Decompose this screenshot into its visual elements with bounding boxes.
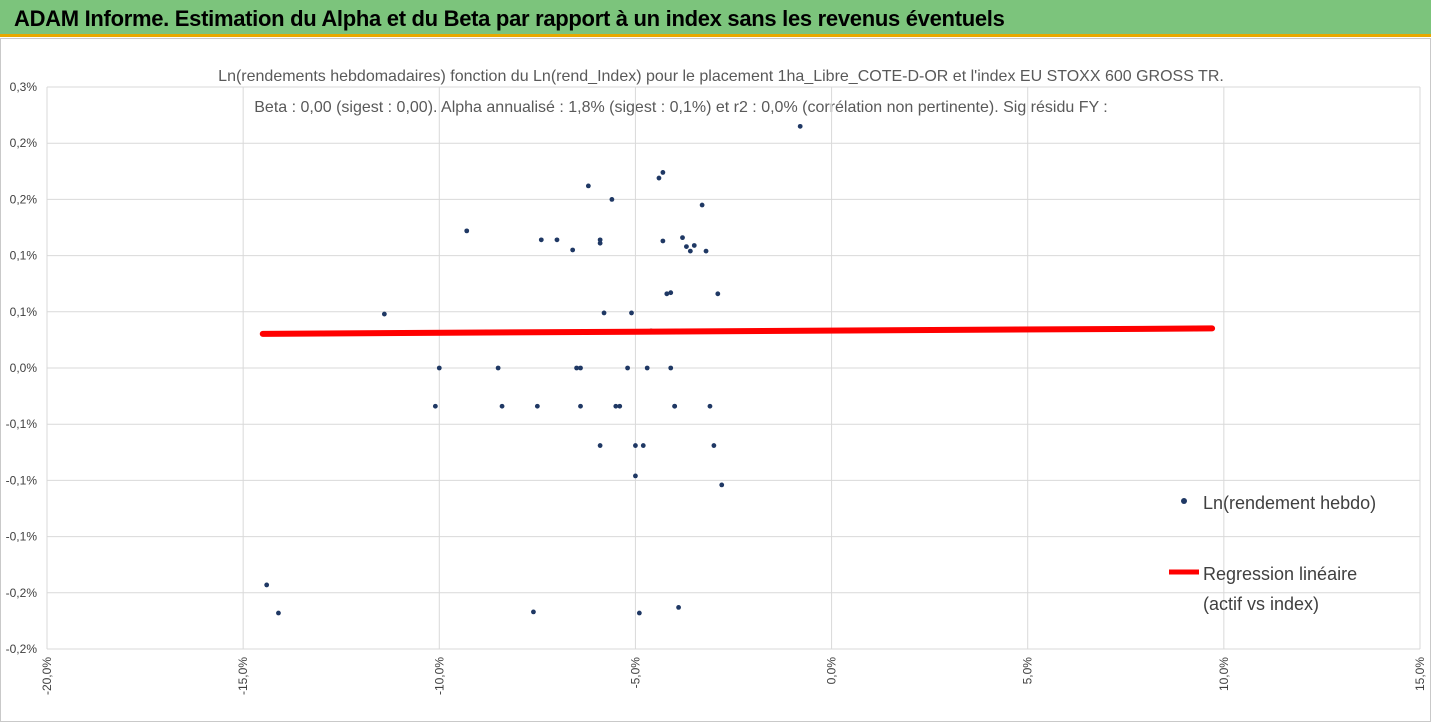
y-tick-label: -0,1% <box>6 473 38 487</box>
scatter-point <box>534 403 540 409</box>
scatter-point <box>625 365 630 371</box>
scatter-point <box>574 365 579 371</box>
y-tick-label: 0,2% <box>10 136 38 150</box>
scatter-point <box>585 183 591 189</box>
chart-area: Ln(rendements hebdomadaires) fonction du… <box>0 38 1431 722</box>
y-tick-label: 0,0% <box>10 361 38 375</box>
scatter-point <box>597 443 603 448</box>
scatter-point <box>578 365 583 371</box>
scatter-point <box>578 403 583 409</box>
scatter-point <box>554 237 560 243</box>
x-tick-label: -10,0% <box>432 657 446 695</box>
y-axis: -0,2% -0,2% -0,1% -0,1% -0,1% 0,0% 0,1% 0,1% 0,2… <box>6 80 38 656</box>
legend-label-regression-1: Regression linéaire <box>1203 564 1357 584</box>
x-tick-label: 15,0% <box>1413 657 1427 691</box>
x-tick-label: 0,0% <box>825 657 839 685</box>
scatter-point <box>719 482 725 488</box>
regression-line <box>259 325 1216 337</box>
scatter-point <box>668 290 674 296</box>
y-tick-label: -0,1% <box>6 530 38 544</box>
scatter-point <box>687 248 693 254</box>
y-tick-label: 0,1% <box>10 249 38 263</box>
x-axis: -20,0% -15,0% -10,0% -5,0% 0,0% 5,0% 10,0% 15,0… <box>40 657 1427 695</box>
scatter-point <box>570 247 576 253</box>
y-tick-label: 0,1% <box>10 305 38 319</box>
scatter-point <box>633 473 638 479</box>
scatter-point <box>797 123 803 129</box>
scatter-point <box>660 238 666 244</box>
scatter-point <box>617 403 623 409</box>
scatter-point <box>464 228 470 234</box>
y-tick-label: 0,3% <box>10 80 38 94</box>
x-tick-label: -20,0% <box>40 657 54 695</box>
y-tick-label: -0,1% <box>6 417 38 431</box>
y-tick-label: -0,2% <box>6 586 38 600</box>
scatter-point <box>633 443 638 448</box>
chart-title-line1: Ln(rendements hebdomadaires) fonction du… <box>218 68 1224 85</box>
scatter-point <box>680 235 685 241</box>
scatter-point <box>609 197 615 202</box>
scatter-point <box>495 365 501 371</box>
scatter-point <box>264 582 270 588</box>
scatter-point <box>629 310 634 316</box>
scatter-point <box>644 365 650 371</box>
legend-marker-scatter <box>1181 498 1187 504</box>
scatter-point <box>699 202 705 208</box>
scatter-points <box>264 123 803 616</box>
chart-title-line2: Beta : 0,00 (sigest : 0,00). Alpha annua… <box>254 99 1108 116</box>
legend: Ln(rendement hebdo) Regression linéaire … <box>1169 493 1376 614</box>
scatter-point <box>436 365 442 371</box>
x-tick-label: 10,0% <box>1217 657 1231 691</box>
x-tick-label: -15,0% <box>236 657 250 695</box>
scatter-point <box>668 365 674 371</box>
scatter-point <box>707 403 713 409</box>
scatter-point <box>597 237 603 243</box>
legend-label-scatter: Ln(rendement hebdo) <box>1203 493 1376 513</box>
page-title: ADAM Informe. Estimation du Alpha et du … <box>14 6 1005 31</box>
scatter-point <box>656 175 662 181</box>
scatter-point <box>660 170 666 175</box>
scatter-point <box>676 605 681 610</box>
scatter-point <box>597 240 603 246</box>
scatter-point <box>636 610 642 616</box>
scatter-point <box>711 443 717 448</box>
scatter-point <box>499 403 505 409</box>
scatter-point <box>601 310 607 316</box>
scatter-point <box>672 403 678 409</box>
x-tick-label: -5,0% <box>628 657 642 689</box>
scatter-point <box>703 248 709 254</box>
scatter-point <box>531 609 536 615</box>
scatter-point <box>538 237 544 243</box>
y-tick-label: 0,2% <box>10 192 38 206</box>
x-tick-label: 5,0% <box>1021 657 1035 685</box>
legend-label-regression-2: (actif vs index) <box>1203 594 1319 614</box>
scatter-point <box>664 291 670 297</box>
scatter-point <box>432 403 438 409</box>
scatter-point <box>691 243 697 248</box>
scatter-point <box>276 610 281 616</box>
y-tick-label: -0,2% <box>6 642 38 656</box>
header-banner: ADAM Informe. Estimation du Alpha et du … <box>0 0 1431 37</box>
scatter-point <box>684 244 689 250</box>
scatter-point <box>613 403 619 409</box>
scatter-chart: Ln(rendements hebdomadaires) fonction du… <box>6 68 1427 695</box>
regression-line-path <box>259 325 1216 337</box>
scatter-point <box>381 311 387 317</box>
scatter-point <box>715 291 721 297</box>
scatter-point <box>640 443 646 448</box>
